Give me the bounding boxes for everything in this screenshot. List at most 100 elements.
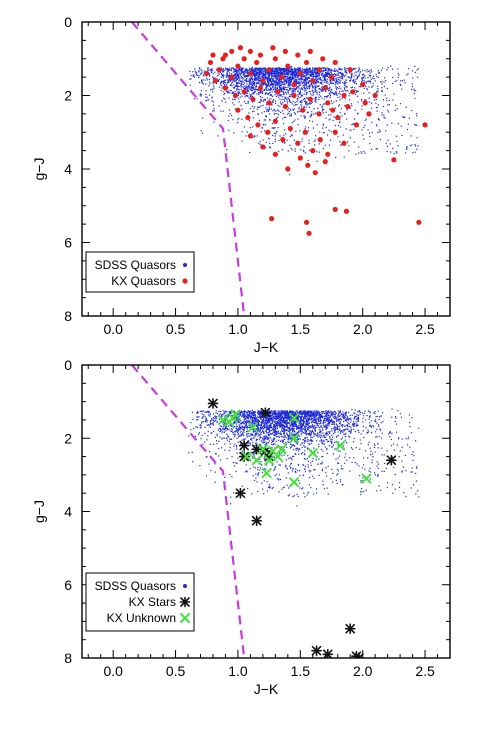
sdss-quasar-point [247,80,249,82]
sdss-quasar-point [270,74,272,76]
sdss-quasar-point [315,72,318,75]
sdss-quasar-point [297,70,299,72]
sdss-quasar-point [238,76,240,78]
sdss-quasar-point [227,429,229,431]
sdss-quasar-point [363,464,365,466]
sdss-quasar-point [344,98,346,100]
sdss-quasar-point [328,83,330,86]
data-point [235,63,241,69]
sdss-quasar-point [235,85,237,87]
sdss-quasar-point [374,413,376,415]
sdss-quasar-point [194,70,196,72]
sdss-quasar-point [246,411,248,413]
sdss-quasar-point [305,68,307,70]
sdss-quasar-point [325,95,327,98]
sdss-quasar-point [267,436,269,439]
sdss-quasar-point [223,423,225,426]
sdss-quasar-point [238,82,240,84]
sdss-quasar-point [314,83,316,85]
sdss-quasar-point [198,71,200,73]
sdss-quasar-point [224,84,226,86]
sdss-quasar-point [410,88,413,90]
sdss-quasar-point [287,84,289,86]
sdss-quasar-point [274,76,276,78]
sdss-quasar-point [286,433,289,435]
sdss-quasar-point [212,72,214,75]
sdss-quasar-point [368,74,370,76]
sdss-quasar-point [275,71,277,73]
sdss-quasar-point [207,435,209,437]
sdss-quasar-point [407,73,409,75]
sdss-quasar-point [249,87,251,89]
sdss-quasar-point [398,486,401,488]
sdss-quasar-point [306,74,308,76]
sdss-quasar-point [350,78,352,80]
sdss-quasar-point [354,87,356,89]
sdss-quasar-point [306,67,308,69]
sdss-quasar-point [350,431,352,433]
sdss-quasar-point [334,75,336,78]
sdss-quasar-point [325,73,327,75]
sdss-quasar-point [188,452,190,454]
sdss-quasar-point [321,75,323,77]
sdss-quasar-point [373,446,376,449]
sdss-quasar-point [290,115,292,117]
sdss-quasar-point [241,450,243,452]
sdss-quasar-point [272,80,275,82]
sdss-quasar-point [305,72,307,74]
sdss-quasar-point [282,81,284,83]
sdss-quasar-point [258,75,260,77]
sdss-quasar-point [319,131,321,133]
sdss-quasar-point [289,436,291,439]
sdss-quasar-point [294,75,297,77]
sdss-quasar-point [303,81,305,83]
sdss-quasar-point [263,415,265,417]
sdss-quasar-point [338,92,340,95]
sdss-quasar-point [198,432,201,434]
sdss-quasar-point [213,78,215,80]
sdss-quasar-point [272,429,275,431]
sdss-quasar-point [252,419,255,422]
sdss-quasar-point [397,72,399,75]
sdss-quasar-point [314,87,316,90]
sdss-quasar-point [212,419,214,422]
sdss-quasar-point [298,107,300,109]
sdss-quasar-point [276,113,278,115]
sdss-quasar-point [249,421,251,423]
sdss-quasar-point [242,86,244,88]
sdss-quasar-point [234,435,236,438]
sdss-quasar-point [251,67,253,69]
sdss-quasar-point [274,72,276,74]
sdss-quasar-point [273,427,275,429]
sdss-quasar-point [251,82,254,84]
sdss-quasar-point [275,95,277,98]
sdss-quasar-point [309,72,311,74]
sdss-quasar-point [288,81,290,83]
data-point [247,48,254,55]
sdss-quasar-point [230,114,233,117]
sdss-quasar-point [286,70,288,72]
sdss-quasar-point [236,84,239,86]
sdss-quasar-point [253,107,255,110]
sdss-quasar-point [243,71,245,73]
sdss-quasar-point [282,86,285,88]
sdss-quasar-point [196,98,198,100]
sdss-quasar-point [292,71,295,73]
sdss-quasar-point [322,480,324,482]
sdss-quasar-point [312,72,314,74]
sdss-quasar-point [265,74,267,76]
sdss-quasar-point [354,423,356,425]
sdss-quasar-point [372,453,374,455]
sdss-quasar-point [284,70,286,72]
sdss-quasar-point [376,422,378,424]
sdss-quasar-point [333,73,335,75]
sdss-quasar-point [267,78,269,81]
sdss-quasar-point [246,69,249,72]
sdss-quasar-point [274,69,276,71]
sdss-quasar-point [321,86,323,88]
sdss-quasar-point [392,76,394,79]
sdss-quasar-point [300,430,302,432]
sdss-quasar-point [358,411,360,413]
sdss-quasar-point [290,113,292,115]
sdss-quasar-point [253,453,255,455]
